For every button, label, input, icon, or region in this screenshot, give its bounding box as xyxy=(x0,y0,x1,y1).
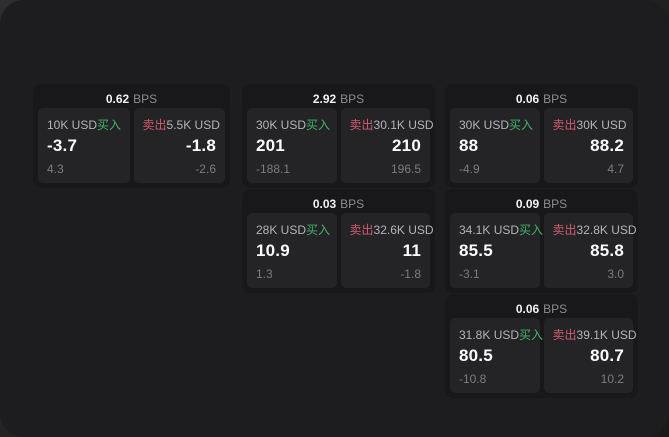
bps-unit: BPS xyxy=(543,91,568,106)
buy-price: 80.5 xyxy=(459,346,493,365)
buy-notional: 28K USD xyxy=(256,222,307,237)
sell-price: 85.8 xyxy=(590,241,624,260)
sell-panel[interactable]: 卖出 30K USD 88.2 4.7 xyxy=(543,108,633,183)
bps-unit: BPS xyxy=(340,196,365,211)
bps-header: 0.06 BPS xyxy=(450,299,633,318)
quote-panels: 10K USD 买入 -3.7 4.3 卖出 5.5K USD -1.8 -2.… xyxy=(38,108,225,183)
sell-panel[interactable]: 卖出 32.8K USD 85.8 3.0 xyxy=(543,213,637,288)
sell-notional: 32.6K USD xyxy=(373,222,434,237)
sell-notional: 32.8K USD xyxy=(576,222,637,237)
buy-notional: 30K USD xyxy=(256,117,307,132)
buy-delta: -188.1 xyxy=(256,162,291,176)
bps-unit: BPS xyxy=(133,91,158,106)
sell-tag: 卖出 xyxy=(552,328,577,342)
buy-delta: 1.3 xyxy=(256,267,273,281)
buy-panel[interactable]: 34.1K USD 买入 85.5 -3.1 xyxy=(450,213,544,288)
sell-notional: 30K USD xyxy=(576,117,627,132)
buy-panel[interactable]: 30K USD 买入 88 -4.9 xyxy=(450,108,540,183)
buy-tag: 买入 xyxy=(519,328,544,342)
buy-panel[interactable]: 28K USD 买入 10.9 1.3 xyxy=(247,213,337,288)
bps-header: 2.92 BPS xyxy=(247,89,430,108)
bps-unit: BPS xyxy=(340,91,365,106)
buy-price: 201 xyxy=(256,136,285,155)
sell-tag: 卖出 xyxy=(349,118,374,132)
sell-panel[interactable]: 卖出 5.5K USD -1.8 -2.6 xyxy=(133,108,225,183)
buy-price: 88 xyxy=(459,136,479,155)
quote-card-2: 2.92 BPS 30K USD 买入 201 -188.1 卖出 30.1K … xyxy=(242,84,435,188)
bps-value: 2.92 xyxy=(312,91,337,106)
buy-tag: 买入 xyxy=(306,118,331,132)
sell-notional: 30.1K USD xyxy=(373,117,434,132)
buy-notional: 34.1K USD xyxy=(459,222,520,237)
buy-panel[interactable]: 10K USD 买入 -3.7 4.3 xyxy=(38,108,130,183)
sell-panel[interactable]: 卖出 39.1K USD 80.7 10.2 xyxy=(543,318,637,393)
sell-tag: 卖出 xyxy=(349,223,374,237)
bps-header: 0.06 BPS xyxy=(450,89,633,108)
buy-panel[interactable]: 30K USD 买入 201 -188.1 xyxy=(247,108,337,183)
bps-unit: BPS xyxy=(543,301,568,316)
buy-delta: 4.3 xyxy=(47,162,64,176)
quote-panels: 34.1K USD 买入 85.5 -3.1 卖出 32.8K USD 85.8… xyxy=(450,213,637,288)
sell-tag: 卖出 xyxy=(142,118,167,132)
buy-price: 85.5 xyxy=(459,241,493,260)
quote-panels: 30K USD 买入 201 -188.1 卖出 30.1K USD 210 1… xyxy=(247,108,434,183)
bps-value: 0.09 xyxy=(515,196,540,211)
buy-delta: -10.8 xyxy=(459,372,487,386)
buy-tag: 买入 xyxy=(97,118,122,132)
bps-header: 0.62 BPS xyxy=(38,89,225,108)
sell-price: 210 xyxy=(392,136,421,155)
sell-panel[interactable]: 卖出 30.1K USD 210 196.5 xyxy=(340,108,434,183)
quote-card-1: 0.62 BPS 10K USD 买入 -3.7 4.3 卖出 5.5K USD xyxy=(33,84,230,188)
sell-price: -1.8 xyxy=(185,136,216,155)
quote-card-3: 0.06 BPS 30K USD 买入 88 -4.9 卖出 30K USD xyxy=(445,84,638,188)
bps-value: 0.62 xyxy=(105,91,130,106)
buy-panel[interactable]: 31.8K USD 买入 80.5 -10.8 xyxy=(450,318,544,393)
quote-card-5: 0.09 BPS 34.1K USD 买入 85.5 -3.1 卖出 32.8K… xyxy=(445,189,638,293)
buy-price: 10.9 xyxy=(256,241,290,260)
bps-value: 0.06 xyxy=(515,301,540,316)
buy-tag: 买入 xyxy=(509,118,534,132)
buy-notional: 30K USD xyxy=(459,117,510,132)
quote-panels: 28K USD 买入 10.9 1.3 卖出 32.6K USD 11 -1.8 xyxy=(247,213,434,288)
sell-delta: 4.7 xyxy=(607,162,624,176)
sell-delta: -1.8 xyxy=(400,267,421,281)
sell-price: 88.2 xyxy=(590,136,624,155)
sell-tag: 卖出 xyxy=(552,223,577,237)
bps-header: 0.03 BPS xyxy=(247,194,430,213)
sell-delta: 10.2 xyxy=(600,372,624,386)
buy-delta: -3.1 xyxy=(459,267,480,281)
sell-notional: 39.1K USD xyxy=(576,327,637,342)
sell-delta: 3.0 xyxy=(607,267,624,281)
buy-notional: 10K USD xyxy=(47,117,98,132)
quote-panels: 31.8K USD 买入 80.5 -10.8 卖出 39.1K USD 80.… xyxy=(450,318,637,393)
sell-delta: 196.5 xyxy=(390,162,421,176)
buy-price: -3.7 xyxy=(47,136,78,155)
buy-tag: 买入 xyxy=(519,223,544,237)
bps-header: 0.09 BPS xyxy=(450,194,633,213)
quote-panels: 30K USD 买入 88 -4.9 卖出 30K USD 88.2 4.7 xyxy=(450,108,633,183)
sell-delta: -2.6 xyxy=(195,162,216,176)
quote-card-6: 0.06 BPS 31.8K USD 买入 80.5 -10.8 卖出 39.1… xyxy=(445,294,638,398)
bps-value: 0.06 xyxy=(515,91,540,106)
sell-price: 80.7 xyxy=(590,346,624,365)
sell-panel[interactable]: 卖出 32.6K USD 11 -1.8 xyxy=(340,213,434,288)
buy-tag: 买入 xyxy=(306,223,331,237)
buy-notional: 31.8K USD xyxy=(459,327,520,342)
sell-notional: 5.5K USD xyxy=(166,117,220,132)
sell-tag: 卖出 xyxy=(552,118,577,132)
buy-delta: -4.9 xyxy=(459,162,480,176)
bps-unit: BPS xyxy=(543,196,568,211)
bps-value: 0.03 xyxy=(312,196,337,211)
sell-price: 11 xyxy=(402,241,421,260)
quote-card-4: 0.03 BPS 28K USD 买入 10.9 1.3 卖出 32.6K US… xyxy=(242,189,435,293)
